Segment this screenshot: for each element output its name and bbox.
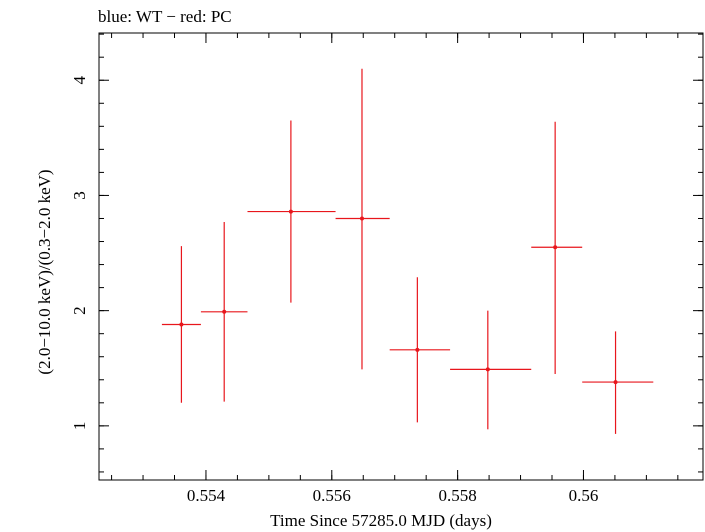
point-marker [613,380,618,385]
point-marker [485,367,490,372]
data-point [335,68,390,370]
data-point [582,331,654,434]
y-tick-label: 2 [70,306,89,315]
plot-frame [98,32,704,481]
x-tick-label: 0.558 [439,486,477,505]
point-marker [288,209,293,214]
x-minor-ticks [111,33,679,480]
data-point [247,120,336,303]
y-tick-label: 4 [70,75,89,84]
x-tick-label: 0.556 [313,486,351,505]
point-marker [222,309,227,314]
y-axis-label: (2.0−10.0 keV)/(0.3−2.0 keV) [35,169,54,374]
x-tick-label: 0.56 [569,486,599,505]
point-marker [415,347,420,352]
y-axis-ticks: 1 2 3 4 [70,75,703,430]
data-point [161,246,201,403]
point-marker [179,322,184,327]
data-point [450,310,532,430]
y-minor-ticks [99,33,703,473]
x-axis-label: Time Since 57285.0 MJD (days) [270,511,492,530]
data-point [389,277,451,423]
x-tick-label: 0.554 [187,486,226,505]
point-marker [553,245,558,250]
x-axis-ticks: 0.554 0.556 0.558 0.56 [187,33,599,505]
y-tick-label: 3 [70,191,89,200]
point-marker [359,216,364,221]
chart-title: blue: WT − red: PC [98,7,232,26]
data-series [161,68,654,434]
data-point [200,221,248,402]
y-tick-label: 1 [70,422,89,431]
data-point [531,121,583,375]
